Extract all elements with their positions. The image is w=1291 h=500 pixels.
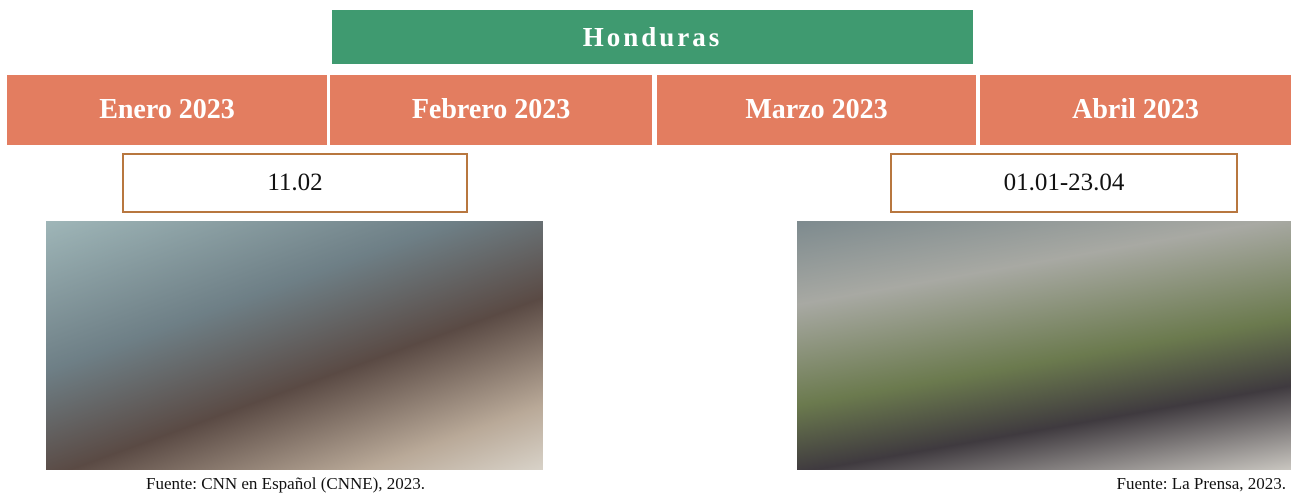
photo	[46, 221, 543, 470]
month-cell: Marzo 2023	[657, 75, 976, 145]
month-cell: Enero 2023	[7, 75, 327, 145]
photo	[797, 221, 1291, 470]
photo-caption: Fuente: CNN en Español (CNNE), 2023.	[146, 474, 426, 493]
month-cell: Febrero 2023	[330, 75, 652, 145]
date-box: 01.01-23.04	[890, 153, 1238, 213]
month-cell: Abril 2023	[980, 75, 1291, 145]
photo-caption: Fuente: La Prensa, 2023.	[1116, 474, 1287, 493]
date-box: 11.02	[122, 153, 468, 213]
country-header: Honduras	[332, 10, 973, 64]
